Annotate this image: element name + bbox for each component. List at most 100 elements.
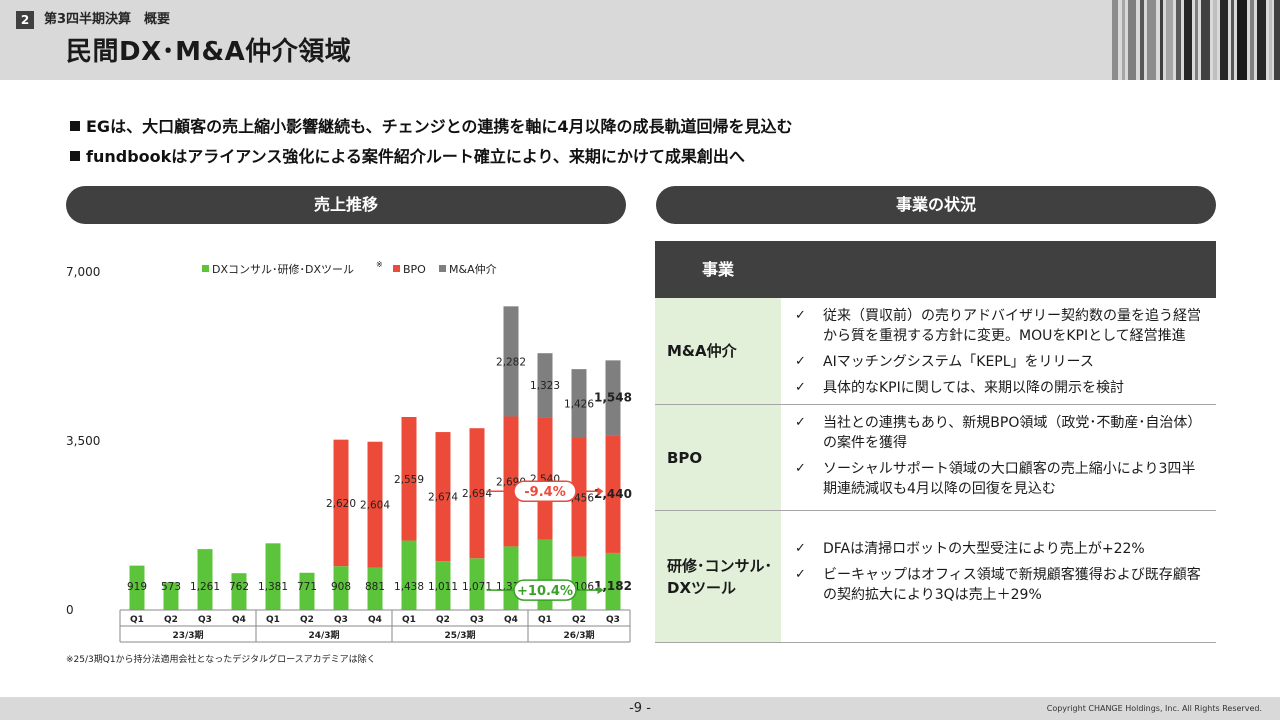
y-tick-label: 0 bbox=[66, 603, 74, 617]
x-tick-label: Q2 bbox=[436, 615, 450, 625]
bullet-text: fundbookはアライアンス強化による案件紹介ルート確立により、来期にかけて成… bbox=[86, 147, 745, 166]
data-label: 1,548 bbox=[594, 391, 632, 405]
legend-swatch bbox=[202, 265, 209, 272]
legend-label: BPO bbox=[403, 263, 426, 276]
row-business-label: M&A仲介 bbox=[655, 298, 781, 404]
check-icon: ✓ bbox=[795, 380, 806, 395]
detail-item: ✓ ソーシャルサポート領域の大口顧客の売上縮小により3四半期連続減収も4月以降の回… bbox=[795, 461, 1196, 497]
bar-segment bbox=[333, 439, 349, 567]
data-label: 2,440 bbox=[594, 487, 632, 501]
legend-label: M&A仲介 bbox=[449, 262, 497, 276]
bar-segment bbox=[401, 540, 417, 610]
data-label: 2,674 bbox=[428, 492, 458, 504]
bar-segment bbox=[333, 566, 349, 610]
bar-segment bbox=[401, 417, 417, 541]
x-tick-label: Q4 bbox=[368, 615, 382, 625]
data-label: 2,694 bbox=[462, 488, 492, 500]
table-row-bpo: BPO ✓ 当社との連携もあり、新規BPO領域（政党･不動産･自治体）の案件を獲得… bbox=[655, 405, 1216, 511]
business-status-table: 事業 M&A仲介 ✓ 従来（買収前）の売りアドバイザリー契約数の量を追う経営から質… bbox=[655, 241, 1216, 643]
row-detail: ✓ 従来（買収前）の売りアドバイザリー契約数の量を追う経営から質を重視する方針に変… bbox=[781, 298, 1216, 404]
detail-item: ✓ DFAは清掃ロボットの大型受注により売上が+22% bbox=[795, 541, 1145, 557]
x-tick-label: Q2 bbox=[300, 615, 314, 625]
check-icon: ✓ bbox=[795, 541, 806, 556]
headline-bullet-2: fundbookはアライアンス強化による案件紹介ルート確立により、来期にかけて成… bbox=[70, 146, 745, 168]
data-label: 2,559 bbox=[394, 474, 424, 486]
callout-badge bbox=[513, 579, 577, 601]
sales-trend-heading: 売上推移 bbox=[66, 186, 626, 224]
detail-item: ✓ AIマッチングシステム「KEPL」をリリース bbox=[795, 354, 1094, 370]
row-detail: ✓ 当社との連携もあり、新規BPO領域（政党･不動産･自治体）の案件を獲得 ✓ ソー… bbox=[781, 405, 1216, 510]
bar-segment bbox=[129, 565, 145, 610]
callout-badge bbox=[513, 480, 577, 502]
data-label: 1,323 bbox=[530, 380, 560, 392]
data-label: 573 bbox=[161, 581, 181, 593]
bar-segment bbox=[503, 306, 519, 417]
bar-segment bbox=[571, 556, 587, 610]
legend-label: DXコンサル･研修･DXツール bbox=[212, 262, 354, 276]
data-label: 2,604 bbox=[360, 500, 390, 512]
x-tick-label: Q1 bbox=[130, 615, 144, 625]
row-business-label: 研修･コンサル･DXツール bbox=[655, 511, 781, 642]
footer-bar: -9 - Copyright CHANGE Holdings, Inc. All… bbox=[0, 697, 1280, 720]
x-tick-label: Q3 bbox=[198, 615, 212, 625]
chart-footnote: ※25/3期Q1から持分法適用会社となったデジタルグロースアカデミアは除く bbox=[66, 655, 376, 665]
x-tick-label: Q3 bbox=[606, 615, 620, 625]
bar-segment bbox=[469, 558, 485, 610]
data-label: 1,011 bbox=[428, 581, 458, 593]
bar-segment bbox=[231, 573, 247, 610]
data-label: 771 bbox=[297, 581, 317, 593]
bar-segment bbox=[435, 561, 451, 610]
data-label: 1,182 bbox=[594, 579, 632, 593]
group-label: 24/3期 bbox=[308, 629, 339, 641]
callout-arrowhead bbox=[597, 586, 604, 595]
table-row-ma: M&A仲介 ✓ 従来（買収前）の売りアドバイザリー契約数の量を追う経営から質を重視… bbox=[655, 298, 1216, 405]
row-business-label: BPO bbox=[655, 405, 781, 510]
data-label: 919 bbox=[127, 581, 147, 593]
group-label: 25/3期 bbox=[444, 629, 475, 641]
legend-note-mark: ※ bbox=[376, 260, 383, 269]
bar-segment bbox=[605, 360, 621, 436]
data-label: 2,620 bbox=[326, 498, 356, 510]
x-tick-label: Q3 bbox=[334, 615, 348, 625]
data-label: 1,071 bbox=[462, 581, 492, 593]
data-label: 1,426 bbox=[564, 399, 594, 411]
callout-text: -9.4% bbox=[524, 485, 565, 500]
detail-item: ✓ 具体的なKPIに関しては、来期以降の開示を検討 bbox=[795, 380, 1125, 396]
bar-segment bbox=[503, 546, 519, 610]
data-label: 1,381 bbox=[258, 581, 288, 593]
data-label: 881 bbox=[365, 581, 385, 593]
table-header-business: 事業 bbox=[701, 260, 734, 279]
data-label: 1,438 bbox=[394, 581, 424, 593]
x-tick-label: Q2 bbox=[164, 615, 178, 625]
data-label: 762 bbox=[229, 581, 249, 593]
callout-text: +10.4% bbox=[517, 584, 573, 599]
bar-segment bbox=[571, 438, 587, 557]
detail-item: ✓ 従来（買収前）の売りアドバイザリー契約数の量を追う経営から質を重視する方針に変… bbox=[795, 308, 1201, 344]
check-icon: ✓ bbox=[795, 308, 806, 323]
bar-segment bbox=[197, 549, 213, 610]
bar-segment bbox=[367, 567, 383, 610]
copyright: Copyright CHANGE Holdings, Inc. All Righ… bbox=[1046, 704, 1262, 713]
sales-stacked-bar-chart: 0 3,500 7,000 DXコンサル･研修･DXツール ※ BPO M&A仲介 919 57… bbox=[60, 250, 640, 660]
y-tick-label: 7,000 bbox=[66, 265, 100, 279]
bar-segment bbox=[265, 543, 281, 610]
headline-bullet-1: EGは、大口顧客の売上縮小影響継続も、チェンジとの連携を軸に4月以降の成長軌道回… bbox=[70, 116, 793, 138]
data-label: 908 bbox=[331, 581, 351, 593]
y-tick-label: 3,500 bbox=[66, 434, 100, 448]
square-bullet-icon bbox=[70, 151, 80, 161]
x-tick-label: Q4 bbox=[232, 615, 246, 625]
bar-segment bbox=[571, 369, 587, 439]
data-label: 1,261 bbox=[190, 581, 220, 593]
bullet-text: EGは、大口顧客の売上縮小影響継続も、チェンジとの連携を軸に4月以降の成長軌道回… bbox=[86, 117, 793, 136]
legend-swatch bbox=[439, 265, 446, 272]
barcode-stripes-decoration bbox=[1108, 0, 1280, 80]
bar-segment bbox=[163, 582, 179, 610]
bar-segment bbox=[435, 432, 451, 562]
bar-segment bbox=[469, 428, 485, 559]
chart-canvas: 0 3,500 7,000 DXコンサル･研修･DXツール ※ BPO M&A仲介 919 57… bbox=[66, 260, 632, 643]
check-icon: ✓ bbox=[795, 461, 806, 476]
x-tick-label: Q3 bbox=[470, 615, 484, 625]
check-icon: ✓ bbox=[795, 415, 806, 430]
group-label: 23/3期 bbox=[172, 629, 203, 641]
section-label: 第3四半期決算 概要 bbox=[44, 12, 171, 27]
